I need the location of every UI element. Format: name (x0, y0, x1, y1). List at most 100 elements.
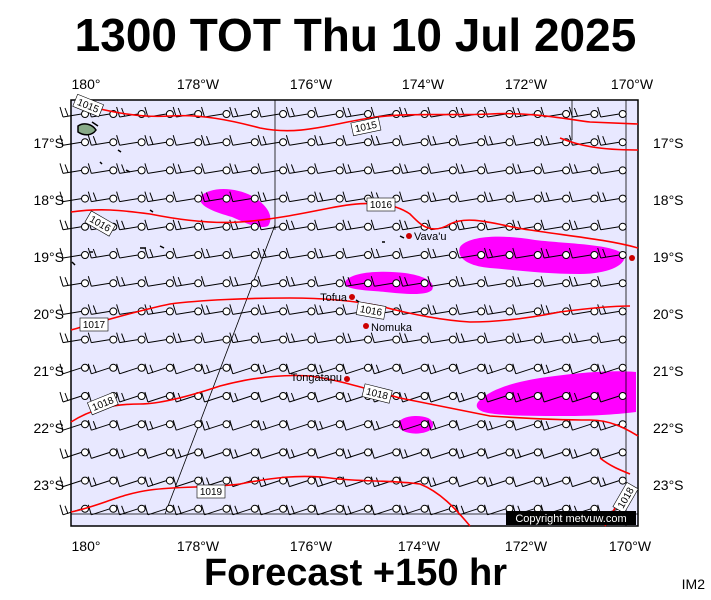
wind-barb (285, 135, 316, 147)
wind-barb (568, 135, 599, 147)
wind-barb (172, 504, 203, 516)
wind-barb (370, 247, 401, 259)
wind-barb (342, 420, 372, 431)
rain-area (476, 371, 636, 416)
wind-barb (597, 276, 627, 288)
rain-areas (199, 189, 636, 434)
wind-barb (568, 476, 599, 488)
rain-area (459, 236, 625, 274)
wind-barb (427, 420, 457, 431)
island (125, 169, 131, 173)
wind-barb (314, 448, 344, 459)
wind-barb (512, 420, 542, 431)
wind-barb (59, 420, 89, 431)
place-label: Tofua (320, 292, 348, 304)
wind-barb (597, 219, 627, 231)
wind-barb (455, 276, 486, 288)
wind-barb (257, 420, 288, 431)
wind-barb (540, 363, 571, 375)
wind-barb (59, 448, 89, 459)
wind-barb (484, 304, 514, 316)
island (159, 245, 165, 249)
wind-barb (144, 191, 174, 203)
wind-barb (484, 163, 514, 175)
wind-barb (455, 391, 486, 403)
wind-barb (172, 163, 203, 175)
wind-barb (540, 247, 571, 259)
wind-barb (257, 476, 288, 488)
wind-barb (257, 163, 288, 175)
wind-barb (59, 106, 89, 118)
wind-barb (540, 332, 571, 344)
wind-barb (201, 106, 231, 118)
isobar-labels: 1015 1015 1016 1016 1016 1017 1018 1018 … (72, 93, 639, 514)
wind-barb (455, 448, 486, 459)
lat-label: 19°S (653, 249, 684, 265)
wind-barb (257, 191, 288, 203)
wind-barb (285, 219, 316, 231)
wind-barb (455, 304, 486, 316)
wind-barb (257, 363, 288, 375)
wind-barb (116, 163, 146, 175)
lon-labels-bottom: 180° 178°W 176°W 174°W 172°W 170°W (72, 538, 652, 554)
isobar-label: 1016 (370, 200, 393, 211)
wind-barb (597, 135, 627, 147)
wind-barb (455, 191, 486, 203)
wind-barb (484, 448, 514, 459)
wind-barb (370, 504, 401, 516)
place-label: Vava'u (414, 231, 446, 243)
wind-barb (116, 191, 146, 203)
wind-barb (484, 332, 514, 344)
wind-barb (399, 391, 429, 403)
wind-barb (116, 391, 146, 403)
wind-barb (172, 304, 203, 316)
wind-barb (484, 247, 514, 259)
wind-barb (285, 363, 316, 375)
wind-barb (144, 135, 174, 147)
lon-label: 172°W (505, 76, 548, 92)
wind-barb (285, 163, 316, 175)
wind-barb (427, 504, 457, 516)
wind-barb (427, 163, 457, 175)
wind-barb (342, 363, 372, 375)
wind-barb (172, 247, 203, 259)
wind-barb (201, 363, 231, 375)
wind-barb (257, 247, 288, 259)
wind-barb (172, 219, 203, 231)
lat-label: 18°S (33, 192, 64, 208)
wind-barb (229, 304, 259, 316)
wind-barb (314, 420, 344, 431)
wind-barb (512, 363, 542, 375)
wind-barb (399, 363, 429, 375)
lon-label: 178°W (177, 76, 220, 92)
wind-barb (172, 420, 203, 431)
isobar-label: 1016 (359, 304, 383, 319)
wind-barb (399, 247, 429, 259)
wind-barb (229, 106, 259, 118)
wind-barb (172, 448, 203, 459)
wind-barb (285, 332, 316, 344)
wind-barb (370, 135, 401, 147)
wind-barb (59, 476, 89, 488)
wind-barb (512, 391, 542, 403)
wind-barb (229, 135, 259, 147)
image-code: IM2 (681, 576, 705, 592)
wind-barb (597, 332, 627, 344)
wind-barb (342, 163, 372, 175)
wind-barb (172, 135, 203, 147)
wind-barb (568, 163, 599, 175)
wind-barb (144, 276, 174, 288)
lon-label: 176°W (290, 76, 333, 92)
wind-barb (568, 448, 599, 459)
wind-barb (285, 448, 316, 459)
wind-barb (172, 476, 203, 488)
places: Vava'u Tofua Nomuka Tongatapu (291, 231, 635, 384)
wind-barb (229, 219, 259, 231)
wind-barb (568, 106, 599, 118)
wind-barb (568, 363, 599, 375)
isobar-label: 1015 (354, 120, 378, 135)
wind-barb (342, 247, 372, 259)
wind-barb (568, 391, 599, 403)
wind-barb (314, 304, 344, 316)
wind-barb (568, 276, 599, 288)
